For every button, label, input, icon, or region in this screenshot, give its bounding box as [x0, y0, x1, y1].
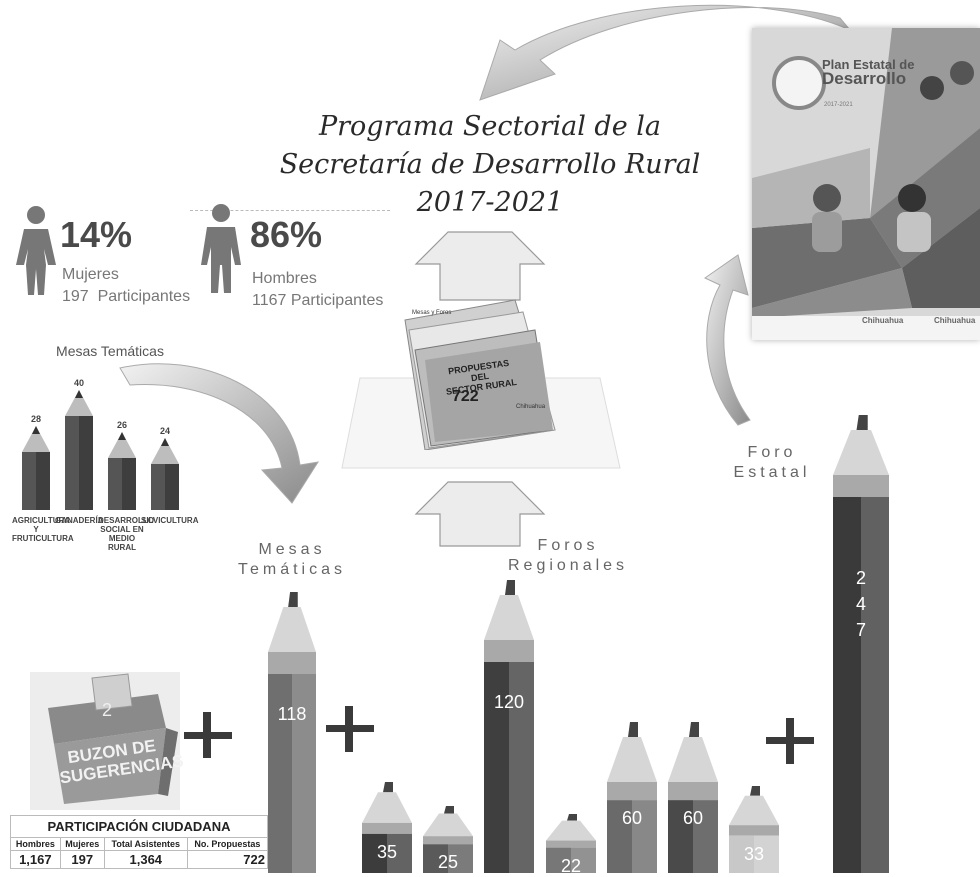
women-participants: 197 Participantes: [62, 288, 191, 305]
table-header: No. Propuestas: [186, 837, 269, 851]
plus-sign-3: [766, 718, 814, 764]
men-percent: 86%: [250, 214, 323, 255]
title-line-2: Secretaría de Desarrollo Rural: [279, 149, 701, 180]
men-participants: 1167 Participantes: [252, 292, 384, 309]
divider-line: [190, 210, 390, 211]
buzon-box-icon: [30, 672, 180, 810]
table-title: PARTICIPACIÓN CIUDADANA: [10, 815, 268, 838]
folder-count: 722: [452, 388, 479, 405]
pencil-value: 24: [159, 426, 170, 436]
title-line-1: Programa Sectorial de la: [318, 111, 662, 142]
man-icon: [201, 204, 241, 293]
pencil-bar: [108, 432, 136, 510]
marker-value: 22: [560, 855, 582, 876]
plus-sign-1: [184, 712, 232, 758]
plus-sign-2: [326, 706, 374, 752]
table-header: Total Asistentes: [103, 837, 188, 851]
pencil-label: DESARROLLO SOCIAL EN MEDIO RURAL: [98, 516, 154, 552]
pencil-label: SILVICULTURA: [141, 516, 199, 525]
mesas-pencil-chart: [22, 390, 179, 510]
cover-title-line-1: Plan Estatal de: [822, 57, 915, 72]
table-header: Mujeres: [59, 837, 105, 851]
marker-bar: [268, 592, 316, 873]
propuestas-folder-icon: [404, 299, 556, 450]
cover-title: Plan Estatal de Desarrollo: [822, 57, 915, 88]
foro-estatal-label: Foro Estatal: [733, 444, 811, 481]
upper-block-arrow: [414, 231, 546, 301]
marker-bar: [423, 806, 473, 873]
pencil-value: 26: [116, 420, 127, 430]
marker-bar: [546, 814, 596, 873]
marker-bar: [668, 722, 718, 873]
title-line-3: 2017-2021: [416, 187, 564, 218]
cover-footer-left: Chihuahua: [862, 316, 904, 325]
men-label-text: Hombres: [252, 270, 317, 287]
women-label: Mujeres 197 Participantes: [62, 264, 190, 308]
marker-value: 60: [621, 808, 643, 829]
marker-value: 33: [743, 843, 765, 864]
table-cell: 722: [186, 850, 269, 869]
marker-bar: [484, 580, 534, 873]
table-cell: 1,167: [10, 850, 61, 869]
marker-value: 118: [277, 704, 307, 724]
pencil-label: AGRICULTURA Y FRUTICULTURA: [12, 516, 74, 543]
participacion-table: PARTICIPACIÓN CIUDADANA Hombres Mujeres …: [10, 815, 269, 869]
cover-photo-collage: [752, 28, 980, 340]
table-cell: 1,364: [103, 850, 188, 869]
mesas-label: Mesas Temáticas: [237, 541, 347, 578]
plan-estatal-cover: Plan Estatal de Desarrollo 2017-2021 Chi…: [752, 28, 980, 340]
marker-value: 2 4 7: [855, 568, 866, 640]
women-label-text: Mujeres: [62, 266, 119, 283]
pencil-bar: [22, 426, 50, 510]
table-header: Hombres: [10, 837, 61, 851]
pencil-label: GANADERÍA: [55, 516, 104, 525]
pencil-value: 40: [73, 378, 84, 388]
folder-brand: Chihuahua: [516, 404, 546, 410]
foros-regionales-label: Foros Regionales: [508, 537, 629, 574]
woman-icon: [16, 206, 56, 295]
women-percent: 14%: [60, 214, 133, 255]
cover-title-line-2: Desarrollo: [822, 69, 907, 88]
marker-bar: [362, 782, 412, 873]
marker-bar: [729, 786, 779, 873]
folder-tab-label: Mesas y Foros: [412, 310, 452, 316]
marker-bar: [607, 722, 657, 873]
marker-value: 35: [376, 841, 398, 862]
marker-value: 120: [493, 692, 525, 712]
page-title: Programa Sectorial de la Secretaría de D…: [260, 108, 720, 222]
right-curved-arrow: [704, 254, 751, 426]
cover-years: 2017-2021: [824, 102, 853, 108]
pencil-value: 28: [30, 414, 41, 424]
men-label: Hombres 1167 Participantes: [252, 268, 383, 312]
table-cell: 197: [59, 850, 105, 869]
marker-value: 60: [682, 808, 704, 829]
cover-logo: [772, 56, 826, 110]
marker-value: 25: [437, 852, 459, 873]
pencil-bar: [151, 438, 179, 510]
pencil-bar: [65, 390, 93, 510]
mesas-curved-arrow: [119, 363, 320, 504]
cover-footer-right: Chihuahua: [934, 316, 976, 325]
buzon-count: 2: [102, 700, 113, 720]
marker-bar: [833, 415, 889, 873]
mesas-chart-title: Mesas Temáticas: [56, 343, 164, 359]
top-curved-arrow: [479, 4, 851, 101]
lower-block-arrow: [414, 481, 546, 547]
